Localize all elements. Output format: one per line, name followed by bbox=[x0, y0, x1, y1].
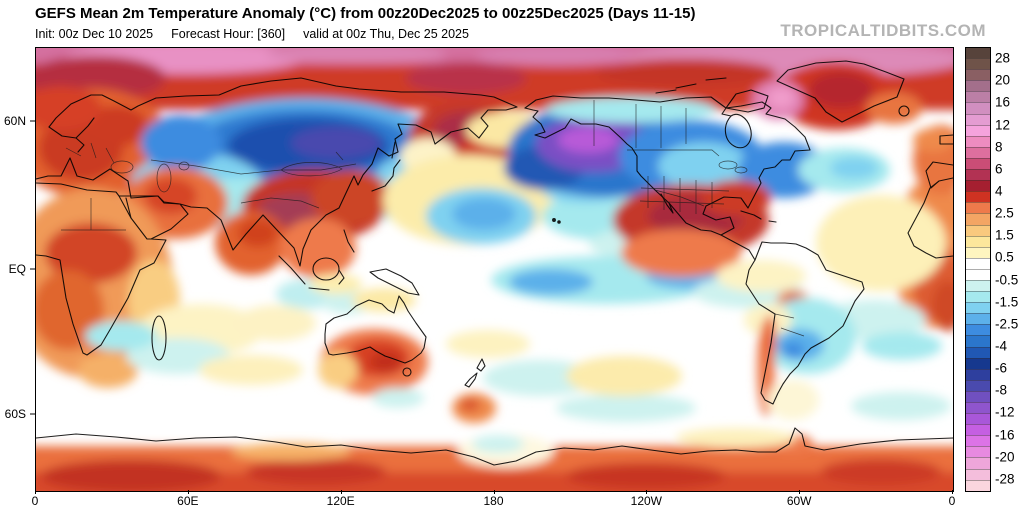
y-axis-label: 60N bbox=[3, 113, 26, 128]
x-axis-tick bbox=[952, 490, 953, 494]
colorbar-cell bbox=[966, 357, 990, 369]
colorbar-cell bbox=[966, 313, 990, 325]
colorbar-tick-label: 20 bbox=[995, 72, 1011, 88]
colorbar bbox=[965, 47, 991, 492]
colorbar-tick-label: -16 bbox=[995, 426, 1015, 442]
colorbar-cell bbox=[966, 235, 990, 247]
colorbar-cell bbox=[966, 468, 990, 480]
colorbar-tick-label: 2.5 bbox=[995, 205, 1014, 221]
colorbar-tick-label: -28 bbox=[995, 471, 1015, 487]
subtitle: Init: 00z Dec 10 2025 Forecast Hour: [36… bbox=[35, 27, 469, 41]
colorbar-cell bbox=[966, 268, 990, 280]
x-axis-tick bbox=[646, 490, 648, 494]
colorbar-cell bbox=[966, 180, 990, 192]
colorbar-tick-label: 0.5 bbox=[995, 249, 1014, 265]
x-axis-tick bbox=[340, 490, 342, 494]
colorbar-cell bbox=[966, 58, 990, 70]
x-axis-label: 120E bbox=[326, 494, 355, 508]
colorbar-cell bbox=[966, 413, 990, 425]
colorbar-cell bbox=[966, 135, 990, 147]
colorbar-cell bbox=[966, 379, 990, 391]
y-axis-tick bbox=[30, 120, 35, 122]
x-axis-tick bbox=[493, 490, 495, 494]
x-axis-tick bbox=[799, 490, 801, 494]
country-borders bbox=[61, 100, 805, 337]
colorbar-cell bbox=[966, 302, 990, 314]
colorbar-tick-label: -8 bbox=[995, 382, 1008, 398]
colorbar-cell bbox=[966, 424, 990, 436]
colorbar-cell bbox=[966, 446, 990, 458]
init-time: Init: 00z Dec 10 2025 bbox=[35, 27, 154, 41]
world-anomaly-map bbox=[36, 48, 953, 491]
colorbar-cell bbox=[966, 124, 990, 136]
colorbar-cell bbox=[966, 80, 990, 92]
x-axis-tick bbox=[35, 490, 36, 494]
colorbar-cell bbox=[966, 457, 990, 469]
colorbar-tick-label: -12 bbox=[995, 404, 1015, 420]
colorbar-cell bbox=[966, 402, 990, 414]
colorbar-tick-label: 16 bbox=[995, 94, 1011, 110]
colorbar-tick-label: -0.5 bbox=[995, 271, 1019, 287]
page-title: GEFS Mean 2m Temperature Anomaly (°C) fr… bbox=[35, 5, 696, 22]
colorbar-cell bbox=[966, 224, 990, 236]
colorbar-tick-label: 1.5 bbox=[995, 227, 1014, 243]
colorbar-cell bbox=[966, 435, 990, 447]
colorbar-tick-label: -2.5 bbox=[995, 316, 1019, 332]
colorbar-tick-label: 28 bbox=[995, 50, 1011, 66]
colorbar-cell bbox=[966, 257, 990, 269]
map-frame bbox=[35, 47, 954, 492]
colorbar-cell bbox=[966, 368, 990, 380]
colorbar-tick-label: 6 bbox=[995, 161, 1003, 177]
colorbar-tick-label: 8 bbox=[995, 138, 1003, 154]
colorbar-tick-label: -1.5 bbox=[995, 293, 1019, 309]
x-axis-label: 60W bbox=[786, 494, 812, 508]
forecast-hour: Forecast Hour: [360] bbox=[171, 27, 286, 41]
colorbar-cell bbox=[966, 479, 990, 491]
colorbar-tick-label: -6 bbox=[995, 360, 1008, 376]
coastlines bbox=[36, 60, 953, 466]
y-axis-label: 60S bbox=[4, 406, 26, 421]
x-axis-label: 0 bbox=[31, 494, 39, 508]
y-axis-tick bbox=[30, 413, 35, 414]
y-axis-tick bbox=[30, 268, 35, 269]
colorbar-cell bbox=[966, 146, 990, 158]
colorbar-cell bbox=[966, 324, 990, 336]
colorbar-cell bbox=[966, 291, 990, 303]
latitude-axis: 60N EQ 60S bbox=[0, 0, 35, 512]
colorbar-cell bbox=[966, 191, 990, 203]
colorbar-cell bbox=[966, 213, 990, 225]
colorbar-cell bbox=[966, 69, 990, 81]
colorbar-tick-label: 12 bbox=[995, 116, 1011, 132]
colorbar-cell bbox=[966, 202, 990, 214]
colorbar-cell bbox=[966, 390, 990, 402]
colorbar-tick-label: 4 bbox=[995, 183, 1003, 199]
colorbar-cell bbox=[966, 113, 990, 125]
colorbar-tick-label: -20 bbox=[995, 449, 1015, 465]
x-axis-label: 180 bbox=[483, 494, 504, 508]
colorbar-cell bbox=[966, 346, 990, 358]
colorbar-cell bbox=[966, 246, 990, 258]
colorbar-cell bbox=[966, 102, 990, 114]
colorbar-cell bbox=[966, 48, 990, 59]
x-axis-tick bbox=[187, 490, 189, 494]
longitude-axis: 0 60E 120E 180 120W 60W 0 bbox=[0, 490, 1024, 510]
colorbar-cell bbox=[966, 335, 990, 347]
watermark-tropicaltidbits: TROPICALTIDBITS.COM bbox=[780, 21, 986, 40]
colorbar-tick-label: -4 bbox=[995, 338, 1008, 354]
colorbar-cell bbox=[966, 279, 990, 292]
colorbar-cell bbox=[966, 157, 990, 170]
colorbar-cell bbox=[966, 169, 990, 181]
x-axis-label: 60E bbox=[177, 494, 199, 508]
x-axis-label: 0 bbox=[948, 494, 956, 508]
valid-time: valid at 00z Thu, Dec 25 2025 bbox=[303, 27, 469, 41]
colorbar-cell bbox=[966, 91, 990, 103]
anomaly-field bbox=[36, 48, 953, 491]
y-axis-label: EQ bbox=[8, 261, 26, 276]
colorbar-labels: 28 20 16 12 8 6 4 2.5 1.5 0.5 -0.5 -1.5 -2.5 -4 -6 -8 -1… bbox=[995, 47, 1024, 490]
x-axis-label: 120W bbox=[630, 494, 663, 508]
